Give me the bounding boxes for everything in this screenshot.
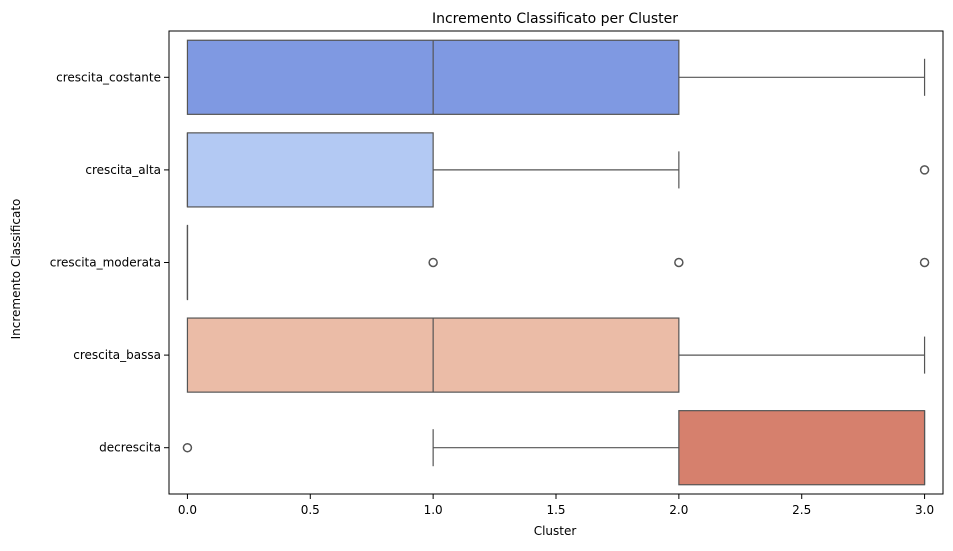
outlier-point: [921, 259, 929, 267]
box-decrescita: [679, 411, 925, 485]
y-tick-label: crescita_costante: [56, 70, 161, 84]
x-tick-label: 1.5: [546, 503, 565, 517]
x-tick-label: 2.0: [669, 503, 688, 517]
chart-title: Incremento Classificato per Cluster: [432, 11, 678, 27]
plot-area: crescita_costante crescita_alta crescita_m…: [50, 31, 943, 517]
outlier-point: [429, 259, 437, 267]
y-tick-label: crescita_alta: [85, 163, 161, 177]
y-tick-label: crescita_moderata: [50, 256, 161, 270]
x-tick-label: 0.0: [178, 503, 197, 517]
x-tick-label: 3.0: [915, 503, 934, 517]
x-tick-label: 2.5: [792, 503, 811, 517]
y-tick-label: decrescita: [99, 441, 161, 455]
outlier-point: [183, 444, 191, 452]
y-tick-label: crescita_bassa: [73, 348, 161, 362]
y-axis-label: Incremento Classificato: [9, 199, 23, 340]
x-axis-label: Cluster: [534, 524, 577, 538]
outlier-point: [675, 259, 683, 267]
x-tick-label: 0.5: [301, 503, 320, 517]
x-tick-label: 1.0: [424, 503, 443, 517]
outlier-point: [921, 166, 929, 174]
box-crescita_alta: [187, 133, 433, 207]
